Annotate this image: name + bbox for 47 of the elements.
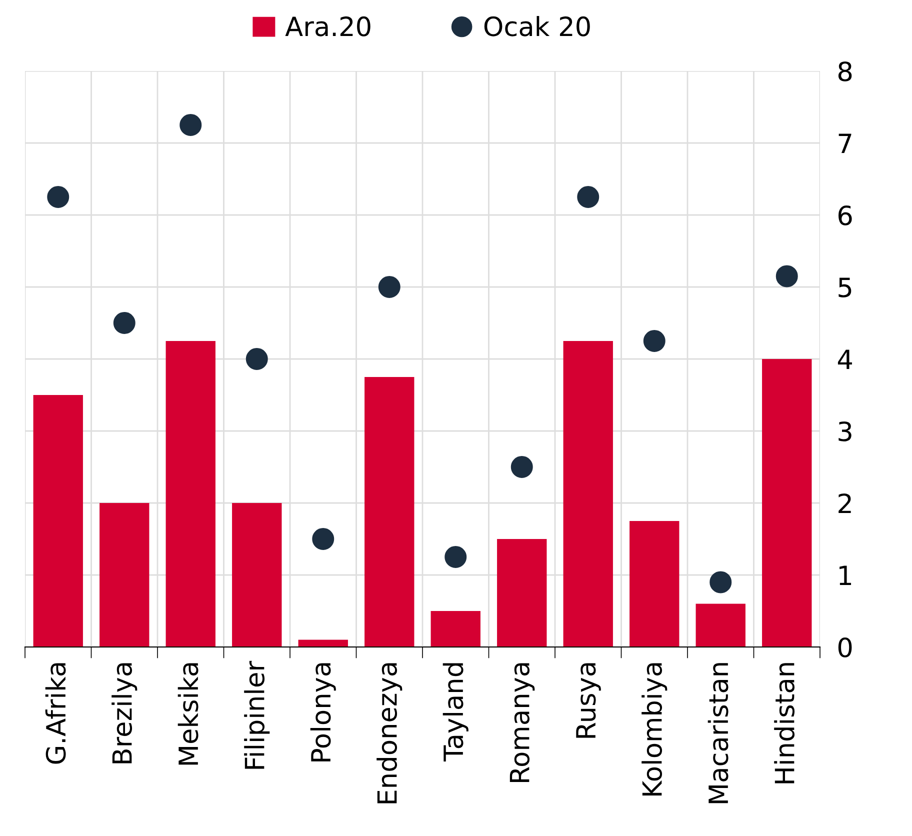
x-tick-label: Rusya (576, 663, 601, 738)
y-tick-label: 4 (838, 350, 852, 370)
point (378, 276, 400, 298)
x-tick-label: Tayland (442, 663, 468, 762)
y-tick-label: 6 (838, 205, 852, 226)
point (312, 528, 334, 550)
bar (762, 359, 812, 647)
x-tick-label: G.Afrika (45, 663, 66, 764)
point (246, 348, 268, 370)
point (47, 186, 70, 208)
x-tick-label: Hindistan (774, 663, 795, 784)
bar (298, 640, 348, 647)
point (444, 546, 467, 568)
bar (33, 395, 83, 647)
bar (100, 503, 150, 647)
x-tick-label: Brezilya (112, 663, 138, 764)
legend-label: Ara.20 (285, 16, 370, 36)
x-tick-label: Romanya (510, 663, 535, 782)
y-tick-label: 5 (838, 278, 852, 298)
x-tick-label: Kolombiya (642, 663, 668, 796)
x-tick-label: Macaristan (708, 663, 728, 804)
y-tick-label: 1 (840, 566, 852, 586)
x-tick-label: Meksika (178, 663, 198, 765)
bar (497, 539, 547, 647)
y-tick-label: 8 (838, 61, 852, 82)
bar (630, 521, 680, 647)
y-tick-label: 2 (838, 493, 851, 514)
point (510, 456, 533, 478)
bar (563, 341, 613, 647)
point (577, 186, 600, 208)
bar (232, 503, 282, 647)
legend-label: Ocak 20 (484, 16, 590, 36)
point (643, 330, 666, 352)
point (776, 265, 798, 288)
point (180, 114, 202, 136)
x-tick-label: Polonya (310, 663, 336, 762)
x-tick-label: Endonezya (376, 663, 402, 804)
y-tick-label: 3 (838, 421, 852, 442)
bar (696, 604, 746, 647)
y-tick-label: 0 (838, 637, 852, 658)
y-tick-label: 7 (838, 134, 852, 154)
bar (166, 341, 216, 647)
point (113, 312, 136, 334)
bar (430, 611, 480, 647)
x-tick-label: Filipinler (244, 660, 270, 769)
bar (364, 377, 414, 647)
point (710, 571, 732, 594)
